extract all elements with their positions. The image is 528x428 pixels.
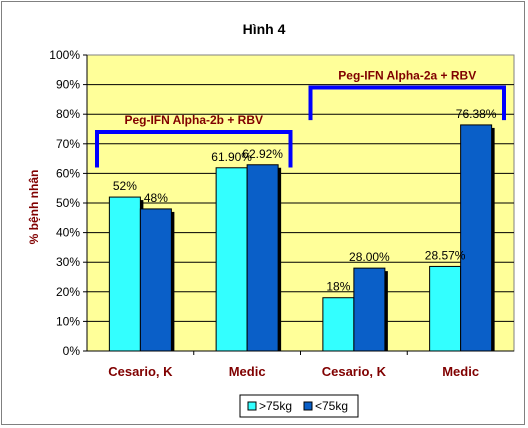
legend-swatch [303,401,313,411]
y-tick-label: 0% [63,344,81,358]
y-tick-label: 50% [56,196,80,210]
bar [108,196,141,352]
y-tick-label: 100% [49,48,80,62]
data-label: 76.38% [456,107,497,121]
data-label: 48% [144,191,168,205]
chart-title: Hình 4 [243,21,286,37]
annotation-label: Peg-IFN Alpha-2b + RBV [124,113,263,127]
y-tick-label: 80% [56,107,80,121]
x-tick-label: Medic [229,364,266,379]
annotation-bracket [95,129,293,168]
x-tick-label: Cesario, K [108,364,173,379]
legend-label: >75kg [259,399,292,413]
y-axis-label: % bệnh nhân [27,170,41,245]
bar [215,167,248,352]
legend-box [239,394,359,418]
x-tick-label: Medic [442,364,479,379]
bar [429,265,462,352]
y-tick-label: 10% [56,314,80,328]
bar [460,124,493,352]
data-label: 28.57% [425,248,466,262]
data-label: 28.00% [349,250,390,264]
annotation-bracket [308,85,506,121]
bar [322,297,355,352]
bar [246,164,279,352]
legend-swatch [247,401,257,411]
bar [139,208,172,352]
y-tick-label: 20% [56,285,80,299]
y-tick-label: 30% [56,255,80,269]
bar [353,267,386,352]
y-tick-label: 40% [56,226,80,240]
data-label: 18% [326,280,350,294]
data-label: 62.92% [242,147,283,161]
legend-label: <75kg [315,399,348,413]
data-label: 61.90% [211,150,252,164]
y-tick-label: 60% [56,166,80,180]
annotation-label: Peg-IFN Alpha-2a + RBV [338,69,476,83]
y-tick-label: 70% [56,137,80,151]
x-tick-label: Cesario, K [322,364,387,379]
legend: >75kg <75kg [239,394,359,418]
data-label: 52% [113,179,137,193]
y-tick-label: 90% [56,78,80,92]
